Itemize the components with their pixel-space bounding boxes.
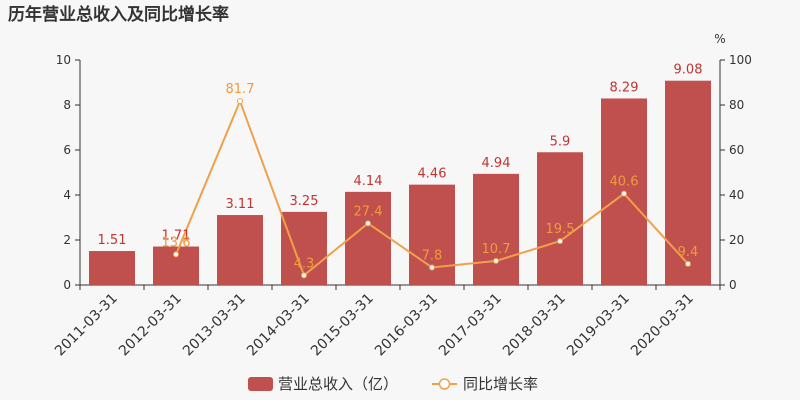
bar: [89, 251, 135, 285]
growth-point: [365, 220, 371, 227]
growth-point: [301, 272, 307, 279]
bar: [665, 80, 711, 285]
legend-bar-label: 营业总收入（亿）: [278, 375, 398, 393]
growth-data-label: 40.6: [610, 175, 639, 190]
growth-point: [173, 251, 179, 258]
bar-data-label: 3.25: [290, 194, 319, 209]
x-tick-label: 2018-03-31: [500, 291, 569, 360]
growth-point: [621, 190, 627, 197]
growth-point: [237, 98, 243, 105]
y-right-tick-label: 20: [729, 233, 744, 247]
bar-data-label: 1.51: [98, 233, 127, 248]
bar: [217, 215, 263, 285]
growth-point: [429, 264, 435, 271]
growth-data-label: 19.5: [546, 222, 575, 237]
growth-data-label: 10.7: [482, 242, 511, 257]
growth-point: [685, 260, 691, 267]
y-right-tick-label: 0: [729, 278, 737, 292]
x-tick-label: 2014-03-31: [244, 291, 313, 360]
x-tick-label: 2015-03-31: [308, 291, 377, 360]
y-right-unit-label: %: [714, 32, 725, 46]
x-tick-label: 2011-03-31: [52, 291, 121, 360]
bar-data-label: 9.08: [674, 63, 703, 78]
growth-data-label: 4.3: [294, 256, 315, 271]
x-tick-label: 2020-03-31: [628, 291, 697, 360]
y-right-tick-label: 40: [729, 188, 744, 202]
y-left-tick-label: 0: [63, 278, 71, 292]
bar-data-label: 3.11: [226, 197, 255, 212]
bar: [537, 152, 583, 285]
y-left-tick-label: 4: [63, 188, 71, 202]
x-tick-label: 2013-03-31: [180, 291, 249, 360]
y-left-tick-label: 6: [63, 143, 71, 157]
legend-bar-swatch: [248, 377, 273, 391]
x-tick-label: 2012-03-31: [116, 291, 185, 360]
growth-data-label: 9.4: [678, 245, 699, 260]
bar-data-label: 4.14: [354, 174, 383, 189]
chart-title: 历年营业总收入及同比增长率: [8, 4, 229, 25]
y-right-tick-label: 100: [729, 53, 752, 67]
growth-point: [493, 257, 499, 264]
bar: [473, 173, 519, 285]
legend-line-label: 同比增长率: [463, 375, 538, 393]
legend-line-marker: [438, 378, 451, 390]
growth-point: [557, 238, 563, 245]
y-left-tick-label: 10: [56, 53, 71, 67]
bar-data-label: 1.71: [162, 229, 191, 244]
growth-data-label: 13.6: [162, 235, 191, 250]
y-right-tick-label: 60: [729, 143, 744, 157]
y-left-tick-label: 2: [63, 233, 71, 247]
bar-data-label: 8.29: [610, 80, 639, 95]
growth-data-label: 81.7: [226, 82, 255, 97]
y-left-tick-label: 8: [63, 98, 71, 112]
x-tick-label: 2017-03-31: [436, 291, 505, 360]
bar-data-label: 5.9: [550, 134, 571, 149]
plot-area: 0246810020406080100%2011-03-312012-03-31…: [52, 32, 752, 393]
y-right-tick-label: 80: [729, 98, 744, 112]
bar-data-label: 4.94: [482, 156, 511, 171]
growth-data-label: 7.8: [422, 248, 443, 263]
x-tick-label: 2016-03-31: [372, 291, 441, 360]
bar-data-label: 4.46: [418, 167, 447, 182]
growth-data-label: 27.4: [354, 204, 383, 219]
bar: [345, 191, 391, 285]
x-tick-label: 2019-03-31: [564, 291, 633, 360]
